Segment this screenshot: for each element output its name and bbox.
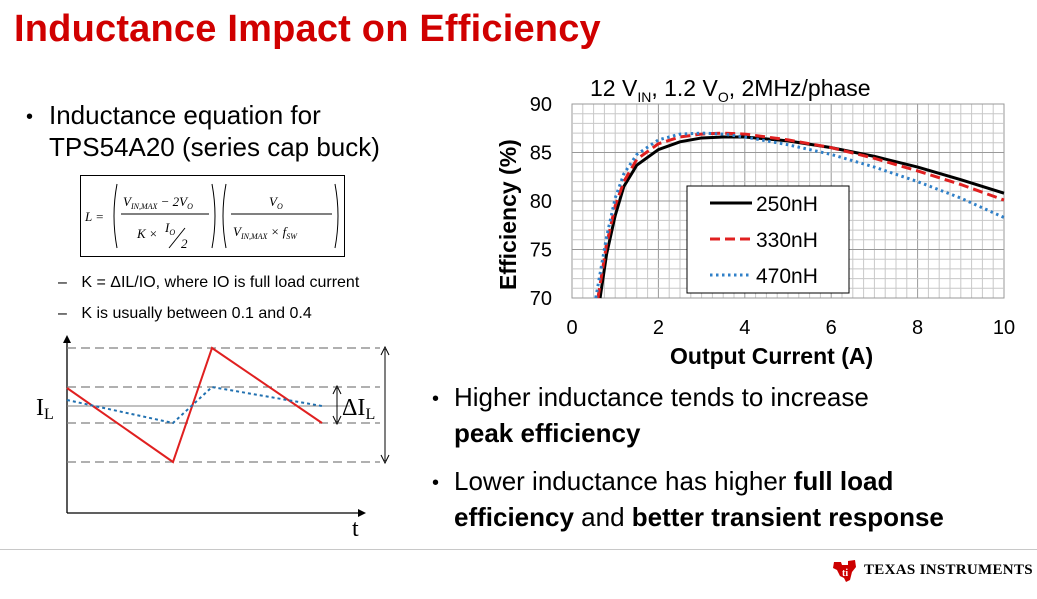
y-tick-label: 80 — [530, 191, 552, 213]
inductance-formula: L = VIN,MAX − 2VO K × IO 2 VO VIN,MAX × … — [80, 175, 345, 257]
texas-instruments-logo-icon: ti — [833, 560, 856, 582]
legend-label: 250nH — [756, 193, 818, 216]
bullet-inductance-equation: • Inductance equation for TPS54A20 (seri… — [26, 99, 380, 163]
ripple-bounds — [67, 347, 380, 463]
formula-num2: V — [269, 194, 279, 209]
svg-text:VO: VO — [269, 194, 283, 211]
bullet2-line2: peak efficiency — [454, 418, 641, 448]
efficiency-chart: 12 VIN, 1.2 VO, 2MHz/phase 0 2 4 6 8 10 70 75 80… — [495, 75, 1015, 369]
x-tick-label: 0 — [566, 317, 577, 339]
formula-den1: K × — [136, 226, 158, 241]
sub1-text: K = ΔIL/IO, where IO is full load curren… — [81, 274, 360, 291]
bullet2-line1: Higher inductance tends to increase — [454, 382, 869, 412]
chart-title: 12 VIN, 1.2 VO, 2MHz/phase — [590, 75, 871, 105]
formula-num1: V — [123, 194, 133, 209]
sub-bullet-k-range: – K is usually between 0.1 and 0.4 — [58, 305, 312, 323]
x-tick-label: 4 — [739, 317, 750, 339]
x-tick-label: 2 — [653, 317, 664, 339]
x-tick-label: 8 — [912, 317, 923, 339]
bullet-higher-inductance: • Higher inductance tends to increase pe… — [432, 381, 869, 449]
svg-text:ti: ti — [842, 568, 848, 579]
footer-company: TEXAS INSTRUMENTS — [864, 562, 1033, 578]
legend-label: 330nH — [756, 229, 818, 252]
sub-dash: – — [58, 305, 67, 322]
bullet3-line2: efficiency and better transient response — [454, 502, 944, 532]
formula-svg: L = VIN,MAX − 2VO K × IO 2 VO VIN,MAX × … — [84, 183, 339, 251]
slide-title: Inductance Impact on Efficiency — [14, 8, 601, 50]
delta-il-label: ΔIL — [342, 395, 375, 423]
x-tick-label: 10 — [993, 317, 1015, 339]
svg-text:IO: IO — [164, 220, 175, 237]
sub-dash: – — [58, 274, 67, 291]
bullet-dot: • — [26, 106, 34, 128]
legend-label: 470nH — [756, 265, 818, 288]
series-line-470nH — [594, 131, 1005, 299]
il-label: IL — [36, 395, 54, 423]
bullet-lower-inductance: • Lower inductance has higher full load … — [432, 465, 944, 533]
bullet1-line2: TPS54A20 (series cap buck) — [49, 132, 380, 162]
sub-bullet-k-definition: – K = ΔIL/IO, where IO is full load curr… — [58, 274, 359, 292]
x-axis-label: Output Current (A) — [670, 343, 873, 369]
formula-lhs: L = — [84, 209, 104, 224]
ripple-current-diagram: IL ΔIL t — [36, 335, 390, 542]
y-tick-label: 75 — [530, 240, 552, 262]
svg-text:VIN,MAX × fSW: VIN,MAX × fSW — [233, 224, 298, 241]
x-tick-label: 6 — [826, 317, 837, 339]
svg-text:VIN,MAX − 2VO: VIN,MAX − 2VO — [123, 194, 193, 211]
svg-text:2: 2 — [181, 236, 188, 251]
series-line-250nH — [598, 135, 1005, 299]
formula-den2: V — [233, 224, 243, 239]
bullet-dot: • — [432, 472, 440, 494]
bullet1-line1: Inductance equation for — [49, 100, 321, 130]
large-ripple-waveform — [66, 346, 323, 464]
y-tick-label: 85 — [530, 143, 552, 165]
series-line-330nH — [596, 131, 1005, 299]
y-tick-label: 70 — [530, 288, 552, 310]
sub2-text: K is usually between 0.1 and 0.4 — [81, 305, 312, 322]
bullet-dot: • — [432, 388, 440, 410]
small-ripple-waveform — [66, 385, 323, 425]
y-tick-label: 90 — [530, 94, 552, 116]
footer-divider — [0, 549, 1037, 550]
bullet3-line1: Lower inductance has higher full load — [454, 466, 894, 496]
t-label: t — [352, 516, 359, 542]
y-axis-label: Efficiency (%) — [495, 139, 521, 290]
